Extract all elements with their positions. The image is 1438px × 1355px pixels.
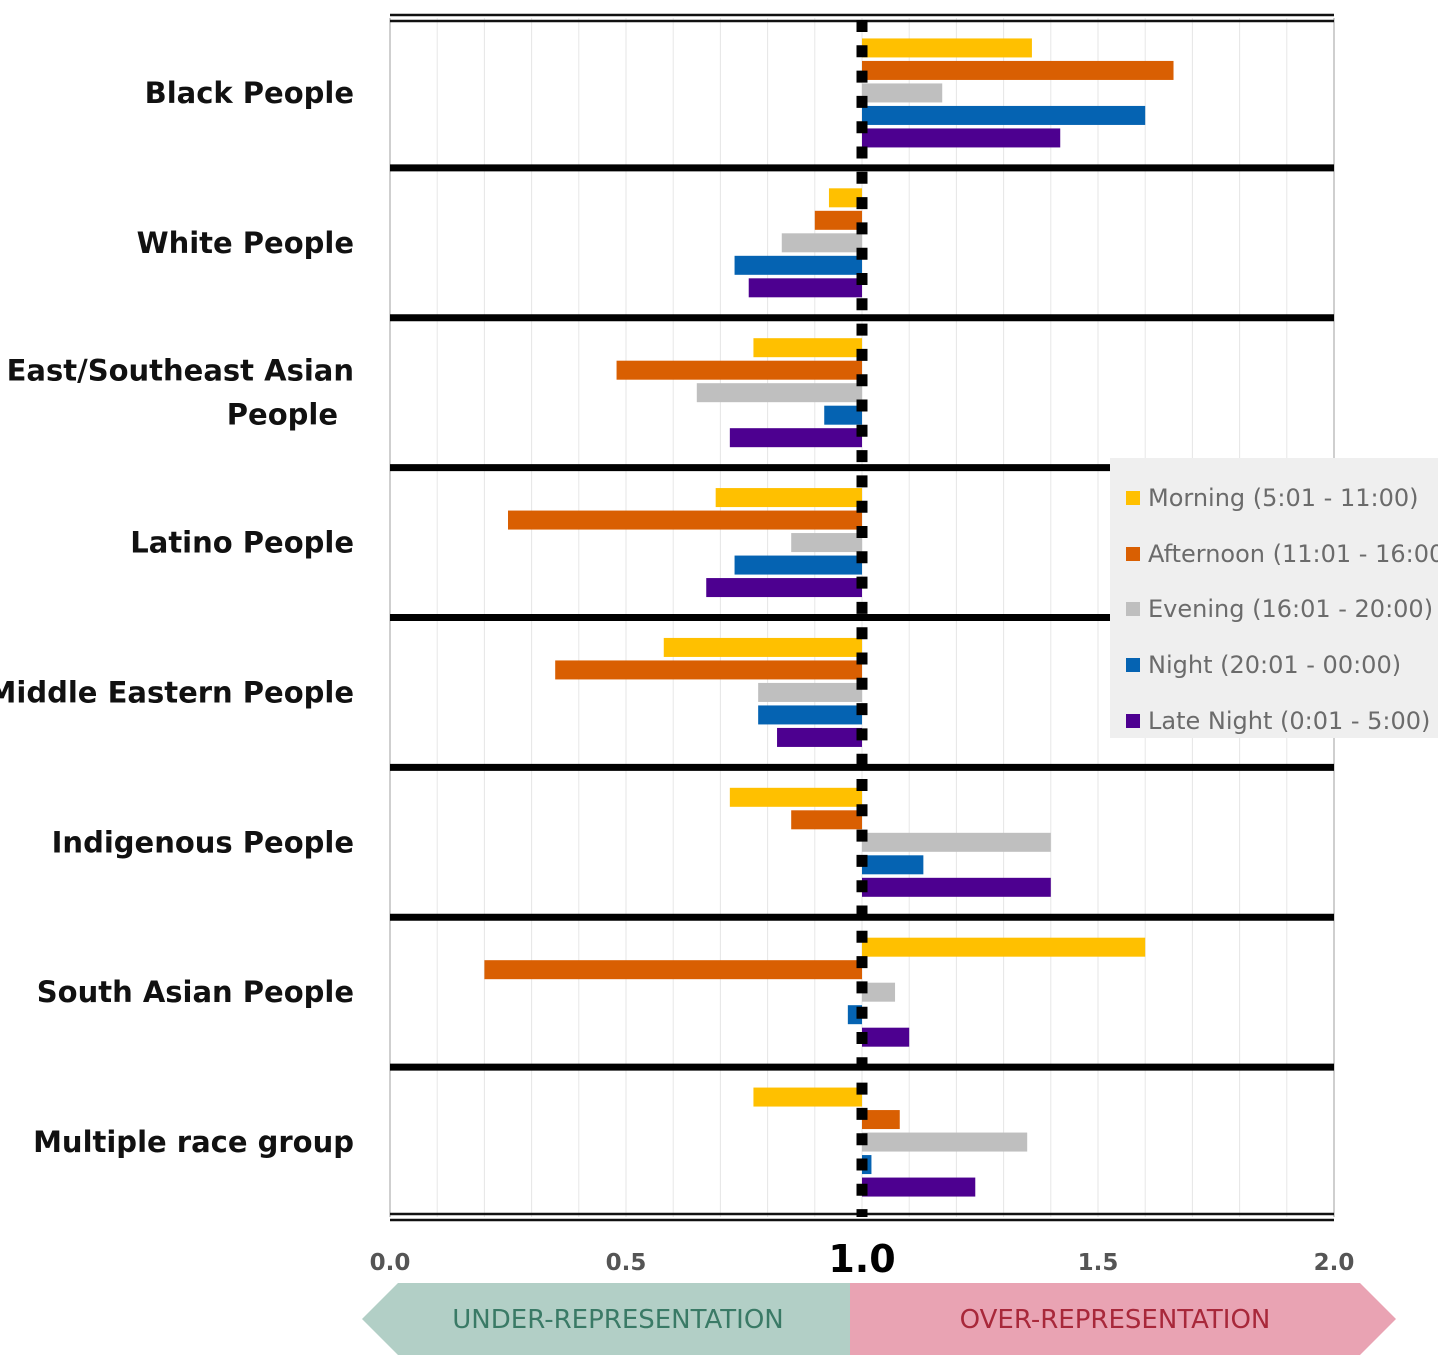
bar-latino-people-series-2 [791,533,862,553]
legend: Morning (5:01 - 11:00) Afternoon (11:01 -… [1110,458,1438,738]
x-tick-label: 1.5 [1078,1250,1119,1276]
legend-swatch [1126,713,1140,728]
bar-east-southeast-asian-people-series-1 [616,360,862,380]
bar-middle-eastern-people-series-2 [758,682,862,702]
bar-middle-eastern-people-series-3 [758,705,862,725]
legend-label: Late Night (0:01 - 5:00) [1148,706,1431,735]
over-representation-label: OVER-REPRESENTATION [960,1305,1271,1335]
x-tick-label: 0.0 [370,1250,411,1276]
legend-swatch [1126,546,1140,561]
bar-white-people-series-2 [781,233,862,253]
bar-black-people-series-0 [862,38,1032,58]
category-label: East/Southeast Asian People [7,354,354,432]
bar-white-people-series-0 [828,188,862,208]
bar-east-southeast-asian-people-series-3 [824,405,862,425]
bar-white-people-series-1 [814,210,862,230]
bar-multiple-race-group-series-0 [753,1087,862,1107]
representation-arrows: UNDER-REPRESENTATION OVER-REPRESENTATION [362,1283,1396,1355]
category-label: Multiple race group [33,1125,354,1159]
legend-item: Late Night (0:01 - 5:00) [1126,693,1438,749]
bar-indigenous-people-series-2 [862,832,1051,852]
bar-multiple-race-group-series-4 [862,1177,976,1197]
legend-swatch [1126,602,1140,617]
bars [484,38,1174,1197]
bar-south-asian-people-series-2 [862,982,896,1002]
legend-swatch [1126,490,1140,505]
category-label: Latino People [130,526,354,560]
bar-south-asian-people-series-0 [862,937,1146,957]
bar-latino-people-series-4 [706,578,862,598]
x-tick-label: 1.0 [828,1237,895,1281]
legend-label: Night (20:01 - 00:00) [1148,650,1402,679]
under-representation-label: UNDER-REPRESENTATION [452,1305,783,1335]
bar-middle-eastern-people-series-1 [555,660,862,680]
category-label: Black People [145,76,354,110]
bar-latino-people-series-3 [734,555,862,575]
bar-east-southeast-asian-people-series-2 [696,383,862,403]
category-label: Indigenous People [52,825,354,859]
x-tick-label: 2.0 [1314,1250,1355,1276]
bar-black-people-series-3 [862,105,1146,125]
bar-multiple-race-group-series-2 [862,1132,1028,1152]
legend-label: Evening (16:01 - 20:00) [1148,595,1434,624]
bar-indigenous-people-series-0 [729,787,862,807]
legend-item: Night (20:01 - 00:00) [1126,637,1438,693]
bar-indigenous-people-series-1 [791,810,862,830]
bar-latino-people-series-1 [508,510,862,530]
legend-item: Morning (5:01 - 11:00) [1126,470,1438,526]
under-representation-arrow [362,1283,850,1355]
bar-middle-eastern-people-series-4 [777,727,862,747]
legend-item: Afternoon (11:01 - 16:00) [1126,526,1438,582]
bar-latino-people-series-0 [715,488,862,508]
bar-indigenous-people-series-4 [862,877,1051,897]
bar-black-people-series-2 [862,83,943,103]
category-label: South Asian People [37,975,354,1009]
bar-black-people-series-4 [862,128,1061,148]
bar-white-people-series-3 [734,255,862,275]
x-tick-label: 0.5 [606,1250,647,1276]
bar-indigenous-people-series-3 [862,855,924,875]
bar-south-asian-people-series-4 [862,1027,910,1047]
category-label: Middle Eastern People [0,675,354,709]
x-tick-labels: 0.0 0.5 1.0 1.5 2.0 [370,1237,1355,1281]
category-label: White People [137,226,354,260]
bar-multiple-race-group-series-1 [862,1110,900,1130]
legend-label: Morning (5:01 - 11:00) [1148,483,1419,512]
bar-middle-eastern-people-series-0 [663,637,862,657]
bar-south-asian-people-series-1 [484,960,862,980]
over-representation-arrow [850,1283,1396,1355]
bar-white-people-series-4 [748,278,862,298]
legend-item: Evening (16:01 - 20:00) [1126,581,1438,637]
category-labels: Black People White People East/Southeast A… [0,76,354,1159]
legend-swatch [1126,657,1140,672]
legend-label: Afternoon (11:01 - 16:00) [1148,539,1438,568]
bar-east-southeast-asian-people-series-0 [753,338,862,358]
bar-black-people-series-1 [862,60,1174,80]
bar-east-southeast-asian-people-series-4 [729,428,862,448]
